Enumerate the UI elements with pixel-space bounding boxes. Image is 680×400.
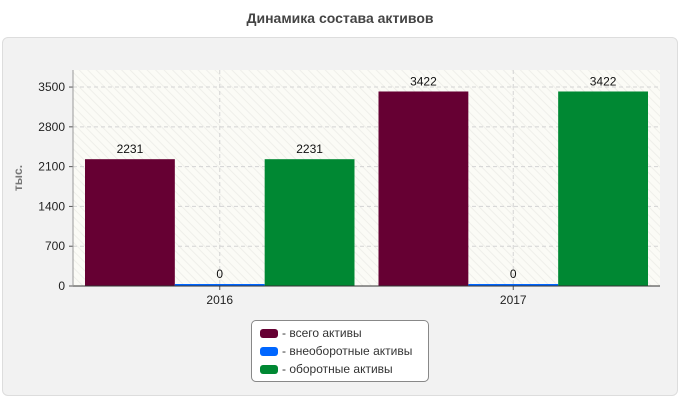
legend-label-noncurrent: - внеоборотные активы (282, 344, 413, 358)
chart-title: Динамика состава активов (246, 10, 434, 26)
y-tick-label: 2100 (38, 160, 65, 174)
y-tick-label: 0 (58, 279, 65, 293)
y-tick-label: 1400 (38, 199, 65, 213)
data-label: 0 (216, 267, 223, 281)
bars (85, 91, 648, 286)
bar (264, 159, 355, 286)
y-tick-label: 700 (45, 239, 65, 253)
data-label: 2231 (296, 142, 323, 156)
bar (378, 91, 469, 286)
data-labels: 2231 0 2231 3422 0 3422 (117, 74, 617, 281)
x-axis-ticks: 2016 2017 (206, 286, 527, 307)
y-axis-label: тыс. (11, 165, 25, 191)
bar (468, 284, 559, 286)
bar (174, 284, 265, 286)
legend-swatch-current (260, 364, 278, 374)
data-label: 0 (510, 267, 517, 281)
y-axis-ticks: 0 700 1400 2100 2800 3500 (38, 80, 73, 293)
bar (558, 91, 648, 286)
data-label: 3422 (410, 74, 437, 88)
y-tick-label: 2800 (38, 120, 65, 134)
legend-swatch-noncurrent (260, 346, 278, 356)
legend-item: - оборотные активы (260, 360, 420, 378)
legend-item: - внеоборотные активы (260, 342, 420, 360)
data-label: 3422 (590, 74, 617, 88)
y-tick-label: 3500 (38, 80, 65, 94)
grid (73, 70, 660, 286)
legend-swatch-total (260, 328, 278, 338)
legend-item: - всего активы (260, 324, 420, 342)
data-label: 2231 (117, 142, 144, 156)
legend: - всего активы - внеоборотные активы - о… (251, 320, 429, 382)
x-tick-label: 2016 (206, 293, 233, 307)
legend-label-total: - всего активы (282, 326, 362, 340)
legend-label-current: - оборотные активы (282, 362, 393, 376)
x-tick-label: 2017 (500, 293, 527, 307)
bar (85, 159, 175, 286)
